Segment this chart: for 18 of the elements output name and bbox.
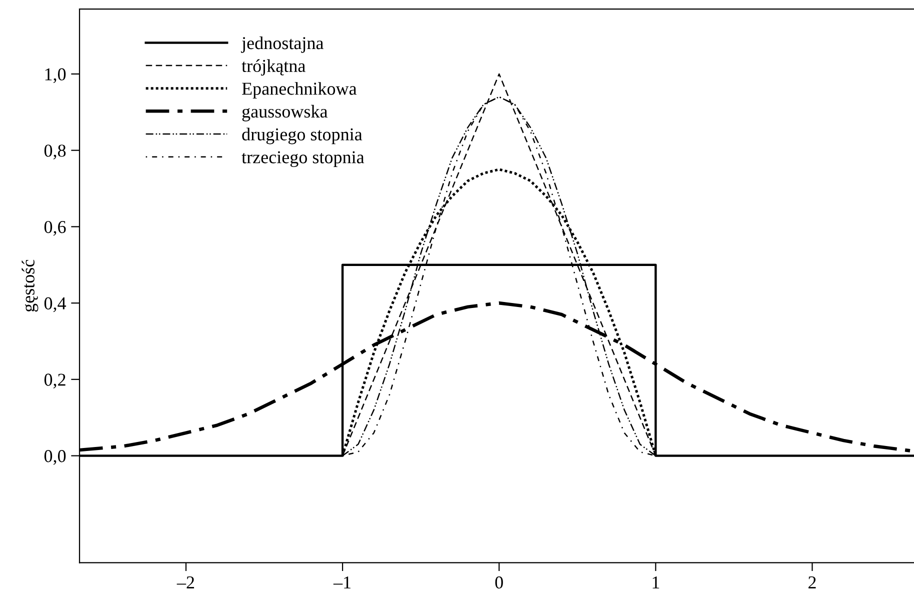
legend-label: jednostajna [241,36,324,53]
y-tick-label: 1,0 [45,68,66,84]
legend-label: gaussowska [242,104,328,122]
x-tick-label: 0 [495,576,503,589]
legend-label: drugiego stopnia [242,128,362,144]
y-tick-label: 0,4 [44,297,66,312]
x-tick-label: 2 [808,576,816,588]
y-tick-label: 0,0 [44,450,66,465]
y-tick-label: 0,8 [44,144,66,160]
y-tick-label: 0,2 [44,374,66,388]
x-tick-label: –2 [176,576,194,588]
y-tick-label: 0,6 [44,220,66,236]
legend-label: trójkątna [242,59,306,76]
legend-label: trzeciego stopnia [242,151,364,168]
legend-label: Epanechnikowa [242,82,357,98]
x-tick-label: –1 [333,576,350,588]
x-tick-label: 1 [652,576,660,588]
y-axis-title: gęstość [22,260,38,312]
